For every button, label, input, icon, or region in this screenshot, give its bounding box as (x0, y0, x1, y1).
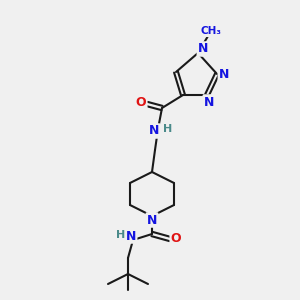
Text: O: O (171, 232, 181, 244)
Text: CH₃: CH₃ (200, 26, 221, 36)
Text: N: N (198, 43, 208, 56)
Text: O: O (136, 97, 146, 110)
Text: N: N (204, 95, 214, 109)
Text: N: N (149, 124, 159, 137)
Text: H: H (116, 230, 126, 240)
Text: H: H (164, 124, 172, 134)
Text: N: N (219, 68, 229, 80)
Text: N: N (126, 230, 136, 242)
Text: N: N (147, 214, 157, 226)
